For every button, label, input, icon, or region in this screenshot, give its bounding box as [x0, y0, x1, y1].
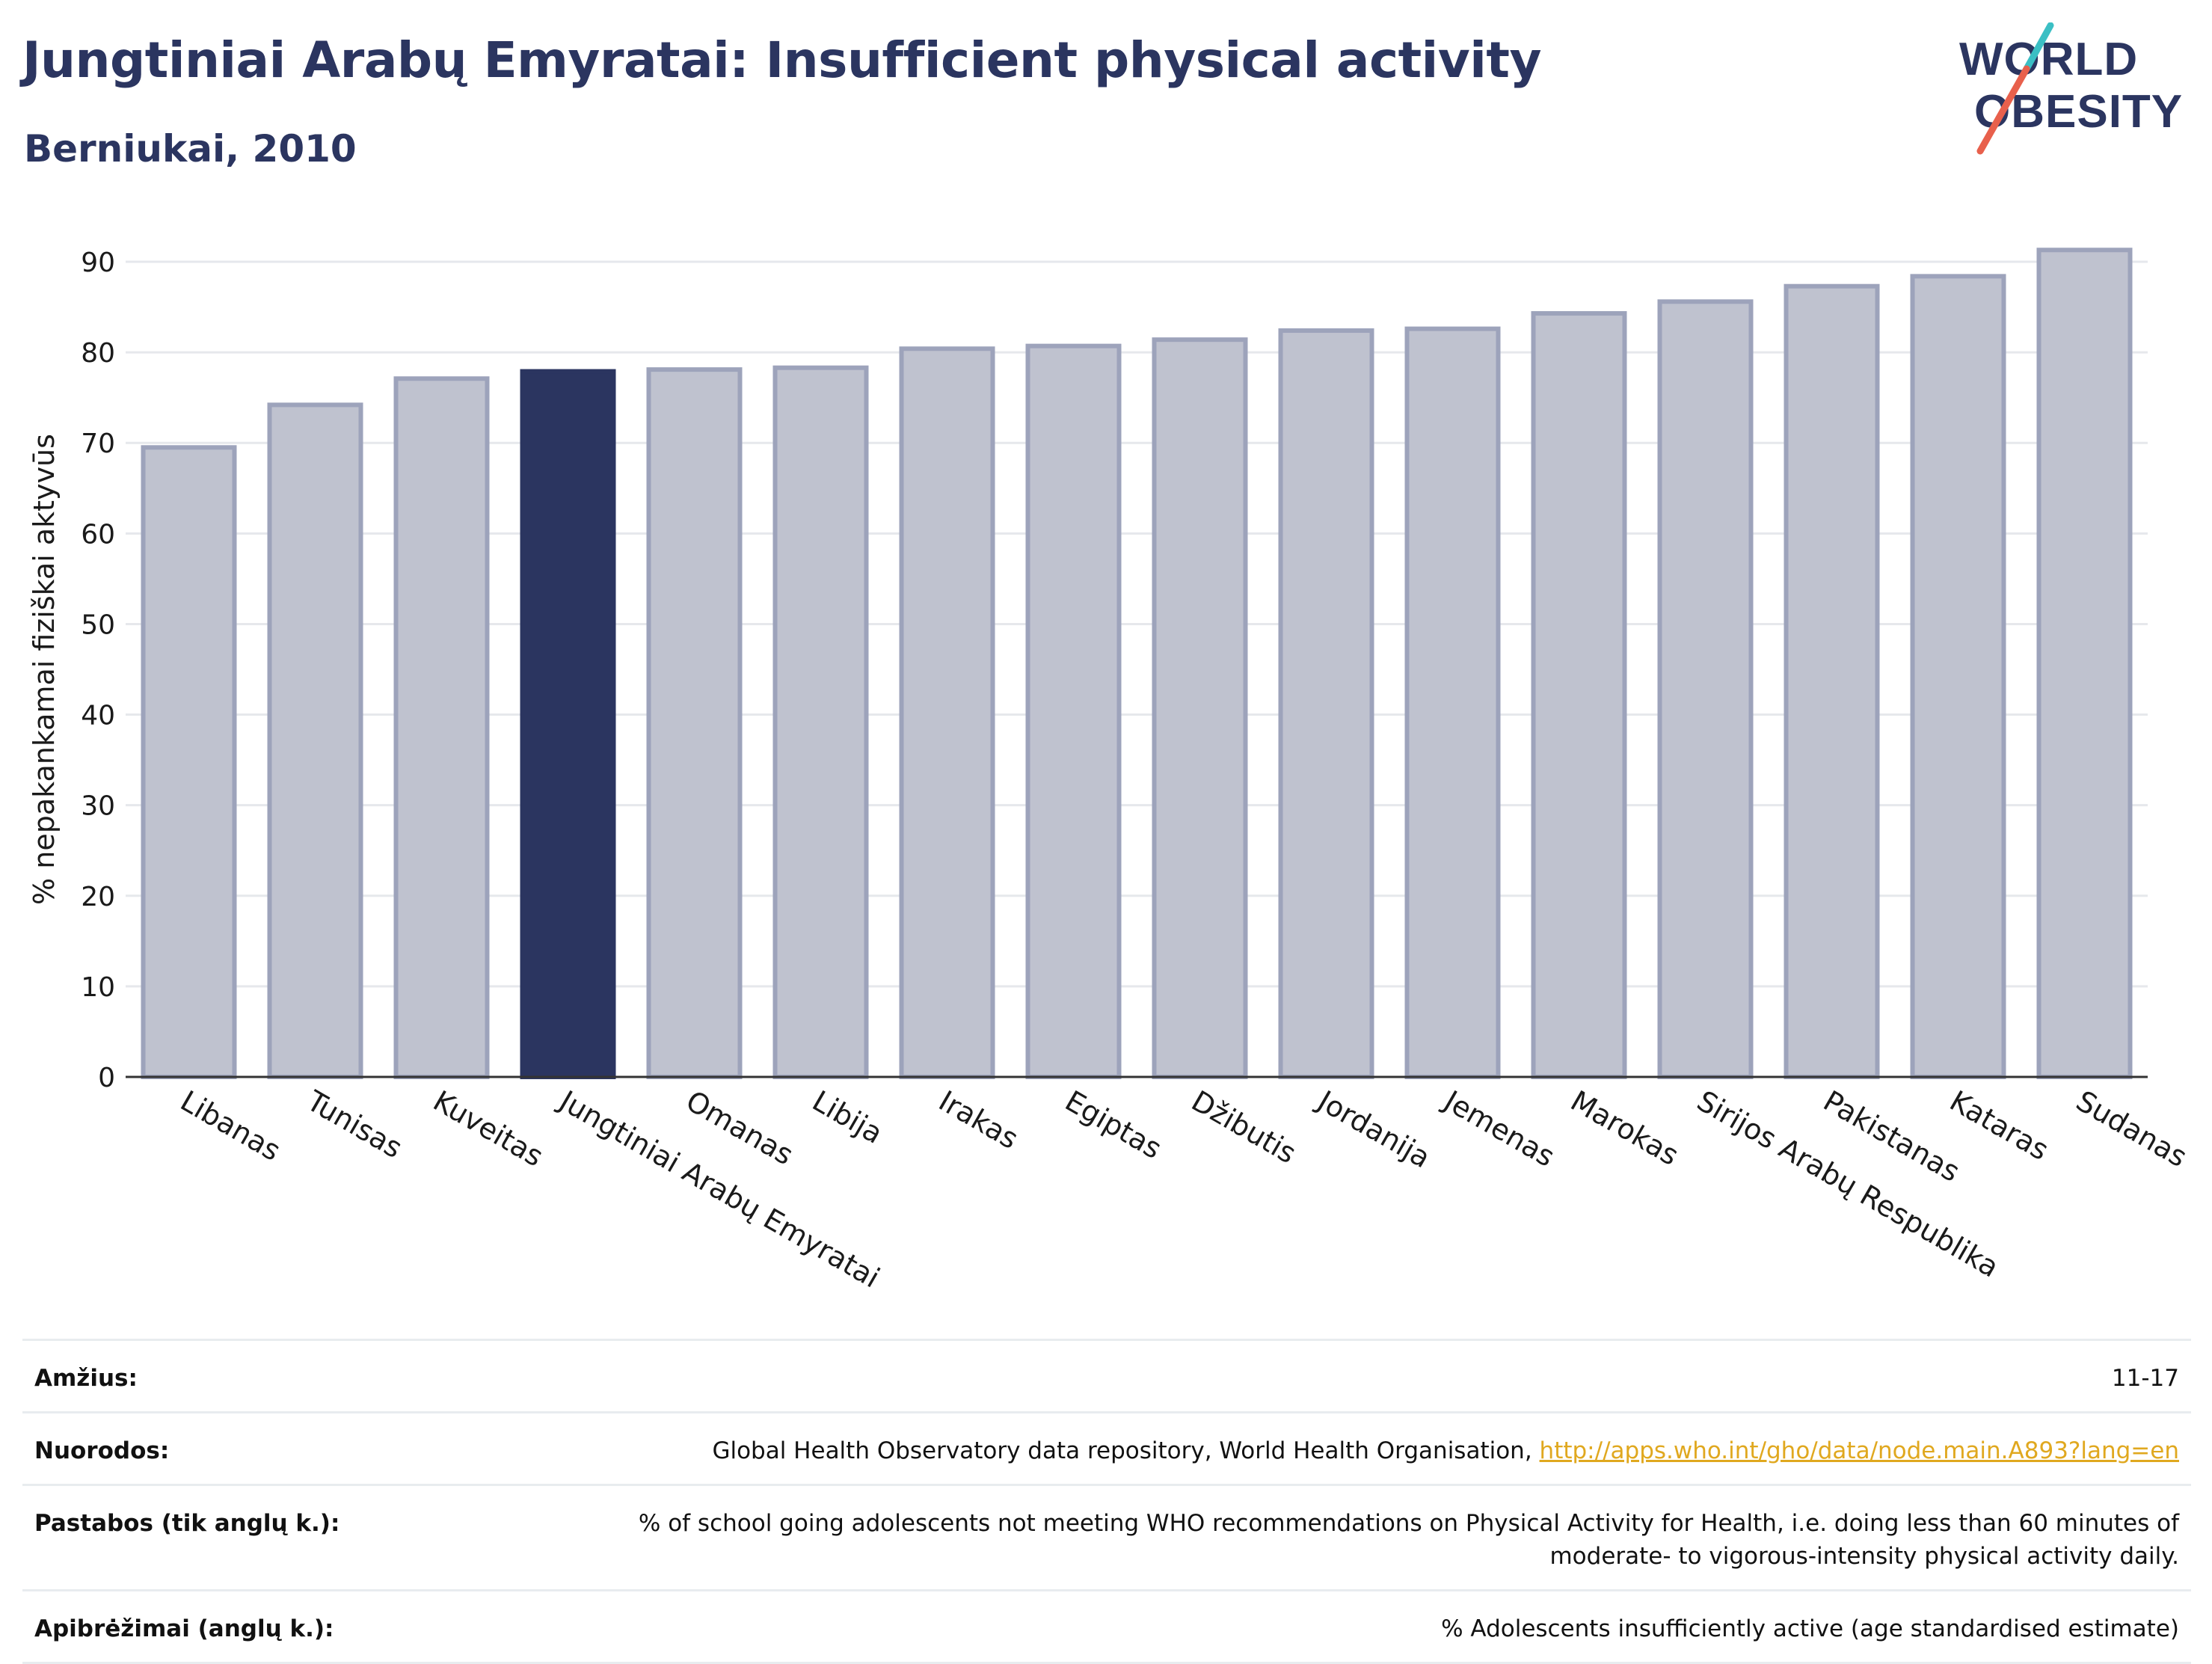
y-tick-label: 60 [81, 519, 115, 550]
logo-slash-red [1976, 65, 2030, 155]
meta-label-notes: Pastabos (tik anglų k.): [34, 1510, 340, 1537]
bar [1784, 283, 1880, 1080]
bar [1657, 299, 1754, 1079]
x-tick-label: Libanas [175, 1084, 286, 1167]
meta-label-definitions: Apibrėžimai (anglų k.): [34, 1615, 334, 1642]
y-tick-label: 0 [98, 1063, 115, 1093]
y-tick-label: 30 [81, 791, 115, 822]
y-tick-label: 70 [81, 429, 115, 459]
x-axis-ticks: Libanas Tunisas Kuveitas Jungtiniai Arabų E… [175, 1084, 2193, 1295]
x-tick-label: Egiptas [1060, 1084, 1167, 1166]
meta-value-definitions: % Adolescents insufficiently active (age… [1441, 1615, 2179, 1642]
logo-slash-teal [2023, 22, 2054, 73]
logo-line1: WORLD [1959, 34, 2138, 85]
meta-source-link[interactable]: http://apps.who.int/gho/data/node.main.A… [1539, 1437, 2179, 1464]
bar [1278, 328, 1374, 1080]
chart-title: Jungtiniai Arabų Emyratai: Insufficient … [22, 31, 1541, 89]
meta-row-age: Amžius: 11-17 [22, 1339, 2191, 1411]
meta-row-source: Nuorodos: Global Health Observatory data… [22, 1411, 2191, 1484]
x-tick-label: Jordanija [1311, 1084, 1436, 1175]
meta-label-source: Nuorodos: [34, 1437, 170, 1464]
y-axis-ticks: 0 10 20 30 40 50 60 70 80 90 [81, 248, 115, 1093]
y-tick-label: 40 [81, 701, 115, 731]
x-tick-label: Džibutis [1186, 1084, 1302, 1170]
bar [772, 365, 869, 1079]
metadata-table: Amžius: 11-17 Nuorodos: Global Health Ob… [22, 1339, 2191, 1664]
bar-chart: 0 10 20 30 40 50 60 70 80 90 Libanas Tunisas Kuveit… [28, 248, 2193, 1295]
x-tick-label: Kuveitas [428, 1084, 549, 1173]
x-tick-label: Kataras [1944, 1084, 2054, 1167]
y-tick-label: 50 [81, 610, 115, 640]
meta-value-age: 11-17 [2111, 1365, 2179, 1392]
bar [1152, 337, 1248, 1079]
meta-label-age: Amžius: [34, 1365, 138, 1392]
x-tick-label: Irakas [933, 1084, 1024, 1155]
bar [1404, 326, 1501, 1080]
bar [899, 346, 995, 1079]
chart-subtitle: Berniukai, 2010 [24, 127, 357, 171]
meta-row-definitions: Apibrėžimai (anglų k.): % Adolescents in… [22, 1589, 2191, 1664]
bar [1025, 343, 1122, 1079]
y-tick-label: 80 [81, 338, 115, 369]
bar [393, 376, 490, 1079]
x-tick-label: Libija [807, 1084, 888, 1150]
meta-source-text: Global Health Observatory data repositor… [712, 1437, 1540, 1464]
y-tick-label: 90 [81, 248, 115, 278]
bar [646, 367, 743, 1080]
meta-value-notes: % of school going adolescents not meetin… [638, 1510, 2179, 1570]
x-tick-label: Jemenas [1437, 1084, 1560, 1173]
x-tick-label: Sudanas [2071, 1084, 2193, 1173]
x-tick-label: Tunisas [301, 1084, 408, 1164]
y-tick-label: 20 [81, 882, 115, 912]
bar [267, 402, 363, 1080]
bar [1910, 274, 2006, 1079]
x-tick-label: Marokas [1565, 1084, 1684, 1172]
bar [141, 445, 237, 1079]
bar [1531, 311, 1627, 1080]
meta-value-source: Global Health Observatory data repositor… [712, 1434, 2179, 1467]
meta-row-notes: Pastabos (tik anglų k.): % of school goi… [22, 1484, 2191, 1589]
bars [141, 248, 2133, 1080]
bar [2036, 248, 2133, 1079]
y-axis-label: % nepakankamai fiziškai aktyvūs [28, 434, 61, 905]
world-obesity-logo: WORLD OBESITY [1959, 22, 2182, 155]
y-tick-label: 10 [81, 972, 115, 1003]
bar [520, 369, 616, 1080]
